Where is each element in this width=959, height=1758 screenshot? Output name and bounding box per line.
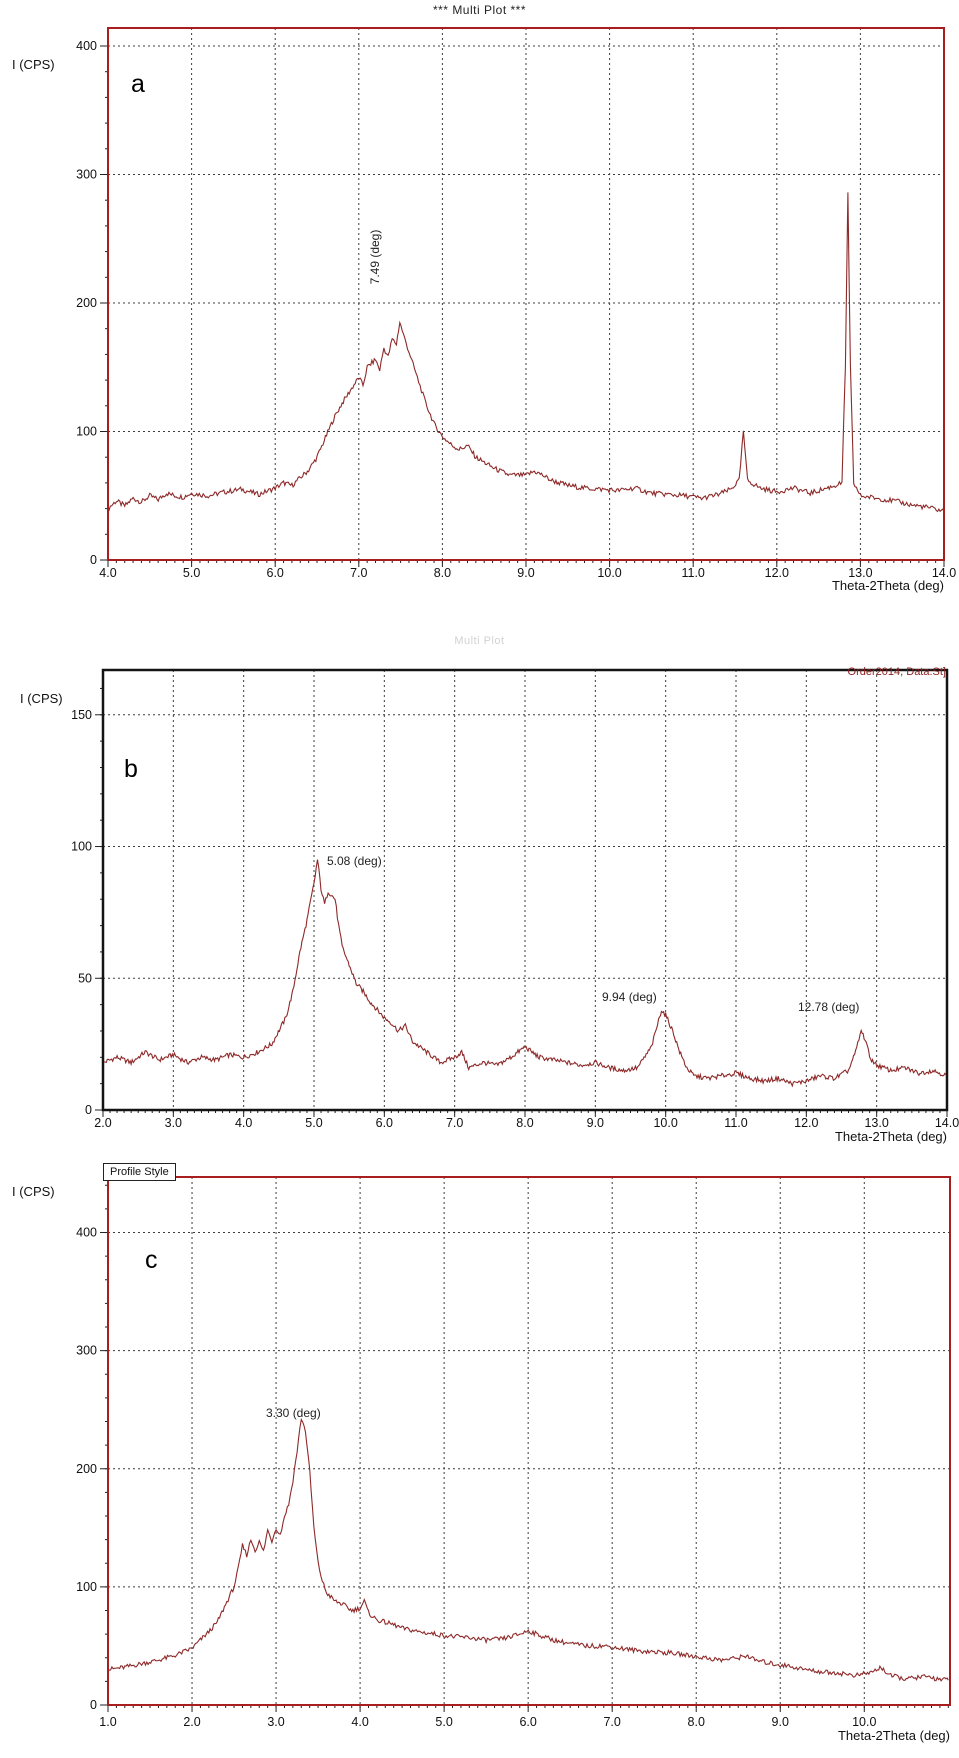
x-axis-label-c: Theta-2Theta (deg) <box>837 1728 950 1743</box>
svg-text:10.0: 10.0 <box>653 1116 677 1130</box>
svg-text:7.0: 7.0 <box>446 1116 463 1130</box>
tick-labels: 2.0 3.0 4.0 5.0 6.0 7.0 8.0 9.0 10.0 11.0 12.0 13.0… <box>71 708 959 1130</box>
xrd-trace-b <box>104 859 946 1088</box>
svg-text:0: 0 <box>90 1698 97 1712</box>
svg-text:6.0: 6.0 <box>519 1715 536 1729</box>
svg-text:100: 100 <box>71 840 92 854</box>
svg-text:200: 200 <box>76 1462 97 1476</box>
svg-text:13.0: 13.0 <box>864 1116 888 1130</box>
svg-text:300: 300 <box>76 167 97 181</box>
svg-text:2.0: 2.0 <box>94 1116 111 1130</box>
svg-text:5.0: 5.0 <box>183 566 200 580</box>
svg-text:400: 400 <box>76 39 97 53</box>
xrd-panel-a: *** Multi Plot *** 4.0 5.0 6.0 7.0 8.0 9.0 10.… <box>0 0 959 605</box>
svg-text:10.0: 10.0 <box>597 566 621 580</box>
axis-ticks <box>95 687 948 1117</box>
svg-text:7.0: 7.0 <box>350 566 367 580</box>
svg-text:5.0: 5.0 <box>305 1116 322 1130</box>
svg-text:150: 150 <box>71 708 92 722</box>
svg-text:4.0: 4.0 <box>99 566 116 580</box>
plot-b-canvas: 2.0 3.0 4.0 5.0 6.0 7.0 8.0 9.0 10.0 11.0 12.0 13.0… <box>71 668 959 1130</box>
xrd-trace-a <box>109 192 943 513</box>
peak-annotation-5-08: 5.08 (deg) <box>327 854 382 868</box>
axis-ticks <box>100 1184 949 1712</box>
y-axis-label-c: I (CPS) <box>12 1184 55 1199</box>
svg-text:300: 300 <box>76 1344 97 1358</box>
panel-letter-c: c <box>145 1246 158 1274</box>
svg-text:5.0: 5.0 <box>435 1715 452 1729</box>
profile-style-button[interactable]: Profile Style <box>103 1163 176 1181</box>
peak-annotation-7-49: 7.49 (deg) <box>368 229 382 285</box>
tick-labels: 4.0 5.0 6.0 7.0 8.0 9.0 10.0 11.0 12.0 13.0 14.0 0 1… <box>76 39 956 580</box>
svg-text:9.0: 9.0 <box>587 1116 604 1130</box>
xrd-panel-c: Profile Style 1.0 2.0 3.0 4.0 5.0 6.0 7.0 8.0 9.… <box>0 1158 959 1758</box>
svg-text:14.0: 14.0 <box>935 1116 959 1130</box>
svg-text:50: 50 <box>78 971 92 985</box>
plot-frame-c <box>107 1176 951 1706</box>
svg-text:12.0: 12.0 <box>794 1116 818 1130</box>
y-axis-label-a: I (CPS) <box>12 57 55 72</box>
panel-letter-b: b <box>124 755 138 783</box>
svg-text:13.0: 13.0 <box>848 566 872 580</box>
svg-text:6.0: 6.0 <box>267 566 284 580</box>
svg-text:8.0: 8.0 <box>688 1715 705 1729</box>
plot-c-canvas: 1.0 2.0 3.0 4.0 5.0 6.0 7.0 8.0 9.0 10.0 0 100 200 30… <box>76 1176 951 1729</box>
svg-text:9.0: 9.0 <box>772 1715 789 1729</box>
panel-letter-a: a <box>131 70 145 98</box>
peak-annotation-9-94: 9.94 (deg) <box>602 990 657 1004</box>
svg-text:400: 400 <box>76 1226 97 1240</box>
svg-text:6.0: 6.0 <box>376 1116 393 1130</box>
plot-frame-b <box>101 668 949 1112</box>
x-axis-label-b: Theta-2Theta (deg) <box>834 1129 947 1144</box>
gridlines <box>108 28 944 560</box>
plot-frame-a <box>107 27 945 561</box>
svg-text:2.0: 2.0 <box>183 1715 200 1729</box>
svg-text:14.0: 14.0 <box>932 566 956 580</box>
gridlines <box>108 1177 950 1705</box>
svg-text:7.0: 7.0 <box>603 1715 620 1729</box>
svg-text:3.0: 3.0 <box>267 1715 284 1729</box>
svg-text:200: 200 <box>76 296 97 310</box>
svg-text:10.0: 10.0 <box>852 1715 876 1729</box>
y-axis-label-b: I (CPS) <box>20 691 63 706</box>
svg-text:100: 100 <box>76 1580 97 1594</box>
svg-text:11.0: 11.0 <box>681 566 704 580</box>
svg-text:9.0: 9.0 <box>517 566 534 580</box>
chart-title: *** Multi Plot *** <box>432 3 527 17</box>
svg-text:100: 100 <box>76 424 97 438</box>
svg-text:0: 0 <box>90 553 97 567</box>
svg-text:3.0: 3.0 <box>165 1116 182 1130</box>
svg-text:8.0: 8.0 <box>516 1116 533 1130</box>
peak-annotation-12-78: 12.78 (deg) <box>798 1000 860 1014</box>
svg-text:11.0: 11.0 <box>724 1116 747 1130</box>
axis-ticks <box>100 45 945 567</box>
svg-text:4.0: 4.0 <box>351 1715 368 1729</box>
dataset-corner-text: Order2014, Data:St] <box>847 666 946 678</box>
xrd-trace-c <box>109 1417 949 1682</box>
gridlines <box>103 670 947 1110</box>
chart-title-faint: Multi Plot <box>454 635 505 647</box>
plot-a-canvas: 4.0 5.0 6.0 7.0 8.0 9.0 10.0 11.0 12.0 13.0 14.0 0 1… <box>76 27 956 580</box>
svg-text:12.0: 12.0 <box>765 566 789 580</box>
svg-text:8.0: 8.0 <box>434 566 451 580</box>
xrd-panel-b: Multi Plot 2.0 3.0 4.0 5.0 6.0 7.0 8.0 9.0 10.0 1… <box>0 605 959 1158</box>
svg-text:1.0: 1.0 <box>99 1715 116 1729</box>
peak-annotation-3-30: 3.30 (deg) <box>266 1406 321 1420</box>
svg-text:4.0: 4.0 <box>235 1116 252 1130</box>
x-axis-label-a: Theta-2Theta (deg) <box>831 578 944 593</box>
tick-labels: 1.0 2.0 3.0 4.0 5.0 6.0 7.0 8.0 9.0 10.0 0 100 200 30… <box>76 1226 876 1729</box>
svg-text:0: 0 <box>85 1103 92 1117</box>
